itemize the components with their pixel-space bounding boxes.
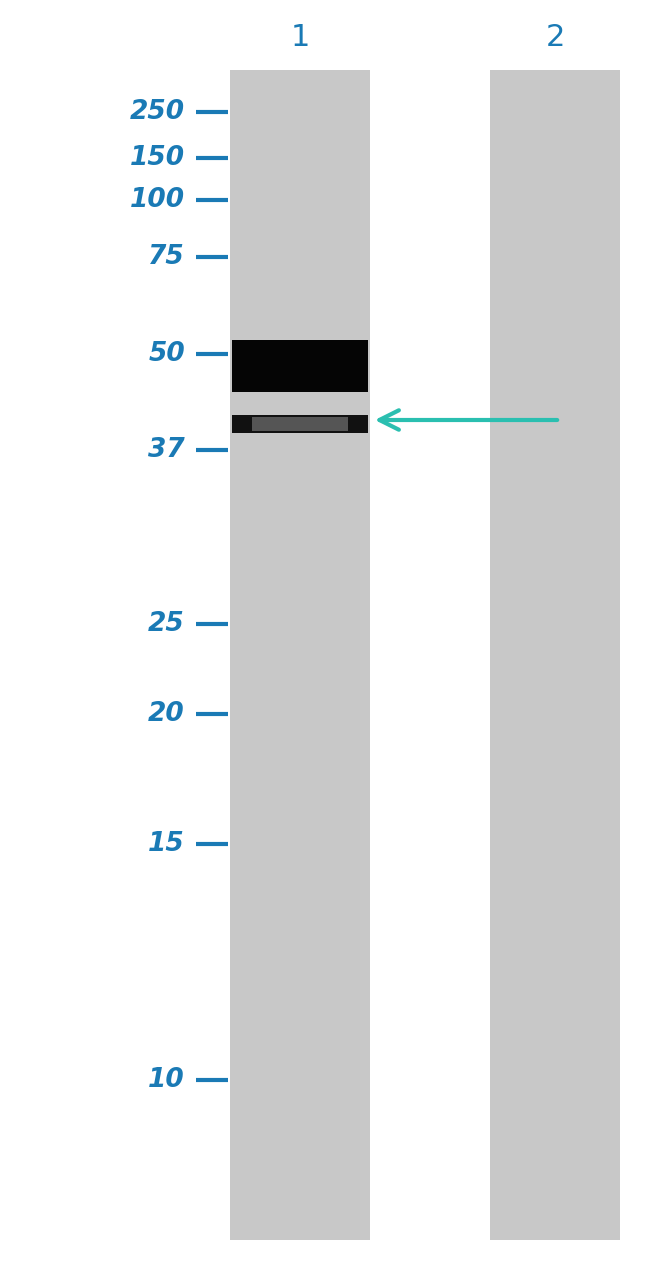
- Text: 150: 150: [130, 145, 185, 171]
- Bar: [230, 70, 370, 1240]
- Text: 10: 10: [148, 1067, 185, 1093]
- Text: 100: 100: [130, 187, 185, 213]
- Text: 250: 250: [130, 99, 185, 124]
- Text: 20: 20: [148, 701, 185, 726]
- Bar: [490, 70, 620, 1240]
- Text: 37: 37: [148, 437, 185, 464]
- Text: 1: 1: [291, 24, 309, 52]
- Bar: [232, 340, 368, 392]
- Text: 50: 50: [148, 342, 185, 367]
- Bar: [252, 417, 348, 431]
- Bar: [232, 415, 368, 433]
- Text: 75: 75: [148, 244, 185, 271]
- Text: 25: 25: [148, 611, 185, 638]
- Text: 2: 2: [545, 24, 565, 52]
- Text: 15: 15: [148, 831, 185, 857]
